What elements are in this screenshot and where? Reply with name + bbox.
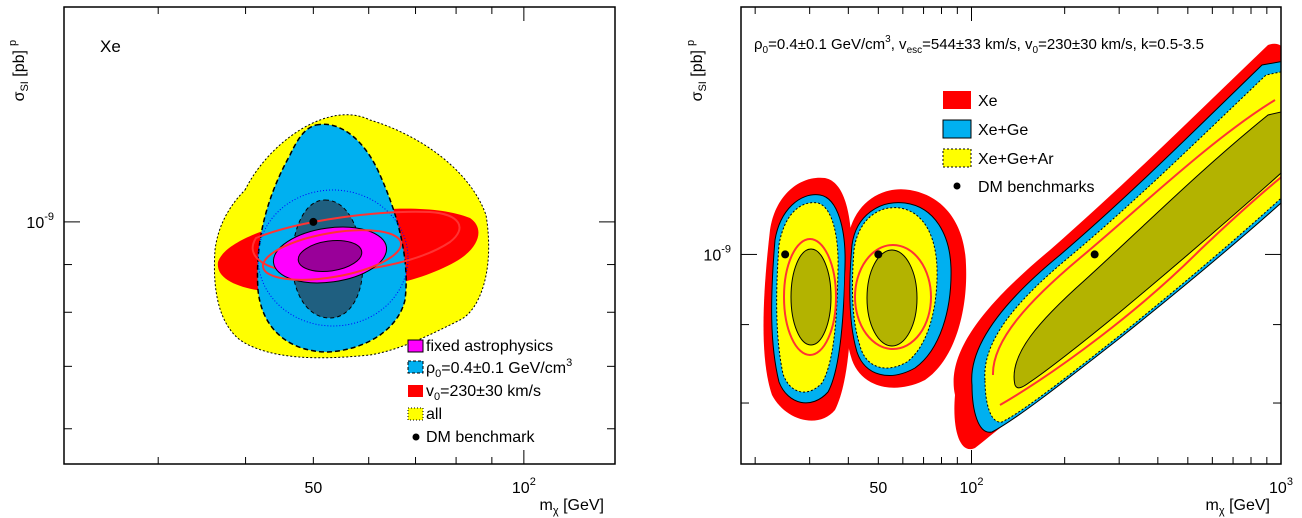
right-y-tick-label: 10-9 — [703, 243, 731, 264]
right-x-tick-label: 102 — [960, 476, 984, 497]
left-chart: Xe σSI [pb] p mχ [GeV] 50 102 10-9 fixed … — [7, 6, 616, 517]
legend-swatch-xegear — [942, 148, 972, 168]
legend-label-benchmark: DM benchmark — [426, 429, 535, 446]
left-benchmarks — [309, 217, 318, 226]
legend-label-fixed: fixed astrophysics — [426, 338, 553, 355]
left-contour-rho-inner — [257, 189, 409, 327]
legend-label-v0: v0=230±30 km/s — [426, 383, 541, 403]
legend-label-xege: Xe+Ge — [978, 122, 1028, 139]
legend-marker-benchmark — [412, 433, 420, 441]
legend-label-xe: Xe — [978, 93, 998, 110]
left-x-tick-label: 50 — [304, 480, 322, 497]
right-benchmark-point — [781, 250, 790, 259]
right-benchmarks — [781, 250, 1099, 259]
right-y-axis-label: σSI [pb] — [689, 50, 709, 101]
left-tick-marks — [64, 7, 615, 464]
right-cluster-250-contour-2 — [999, 176, 1281, 406]
right-y-tick-labels: 10-9 — [703, 243, 731, 264]
left-y-axis-label-sup: p — [7, 40, 19, 46]
right-cluster-250-core — [1013, 111, 1281, 389]
legend-label-all: all — [426, 406, 442, 423]
right-benchmark-point — [874, 250, 883, 259]
right-x-tick-labels: 50 102 103 — [869, 476, 1293, 497]
right-y-axis-label-sup: p — [685, 40, 697, 46]
left-plot-frame — [63, 6, 616, 465]
right-cluster-50 — [844, 189, 967, 388]
left-legend: fixed astrophysics ρ0=0.4±0.1 GeV/cm3 v0… — [407, 338, 572, 446]
right-x-tick-label: 50 — [869, 480, 887, 497]
legend-label-benchmarks: DM benchmarks — [978, 179, 1094, 196]
legend-label-rho: ρ0=0.4±0.1 GeV/cm3 — [426, 357, 572, 380]
right-legend: Xe Xe+Ge Xe+Ge+Ar DM benchmarks — [942, 91, 1094, 196]
legend-marker-benchmarks — [953, 182, 961, 190]
legend-swatch-all — [407, 407, 424, 421]
right-plot-regions — [763, 43, 1281, 450]
right-tick-marks — [741, 7, 1282, 464]
left-x-axis-label: mχ [GeV] — [540, 497, 604, 517]
right-header: ρ0=0.4±0.1 GeV/cm3, vesc=544±33 km/s, v0… — [754, 34, 1204, 56]
left-y-tick-label: 10-9 — [26, 211, 54, 232]
left-region-fixed-core — [297, 239, 363, 273]
right-benchmark-point — [1090, 250, 1099, 259]
left-contour-fixed-red — [261, 229, 403, 281]
left-y-axis-label: σSI [pb] — [11, 50, 31, 101]
right-x-axis-label: mχ [GeV] — [1206, 497, 1270, 517]
right-cluster-25-core — [790, 248, 832, 346]
right-cluster-25 — [763, 177, 852, 421]
left-plot-regions — [213, 114, 490, 359]
left-benchmark-point — [309, 217, 318, 226]
legend-swatch-v0 — [408, 385, 423, 397]
legend-label-xegear: Xe+Ge+Ar — [978, 151, 1054, 168]
left-x-tick-labels: 50 102 — [304, 476, 535, 497]
right-cluster-50-core — [866, 249, 918, 347]
left-annotation: Xe — [100, 37, 121, 56]
right-cluster-250-contour-1 — [991, 99, 1276, 376]
right-cluster-50-contour — [854, 244, 932, 350]
right-cluster-25-contour — [783, 238, 837, 356]
left-y-tick-labels: 10-9 — [26, 211, 54, 232]
right-chart: ρ0=0.4±0.1 GeV/cm3, vesc=544±33 km/s, v0… — [685, 6, 1293, 517]
legend-swatch-rho — [407, 360, 424, 374]
legend-swatch-fixed — [407, 339, 424, 353]
legend-swatch-xe — [943, 91, 971, 109]
right-cluster-250 — [953, 43, 1281, 450]
right-plot-frame — [740, 6, 1282, 465]
left-x-tick-label: 102 — [512, 476, 536, 497]
right-x-tick-label: 103 — [1269, 476, 1293, 497]
legend-swatch-xege — [942, 119, 972, 139]
